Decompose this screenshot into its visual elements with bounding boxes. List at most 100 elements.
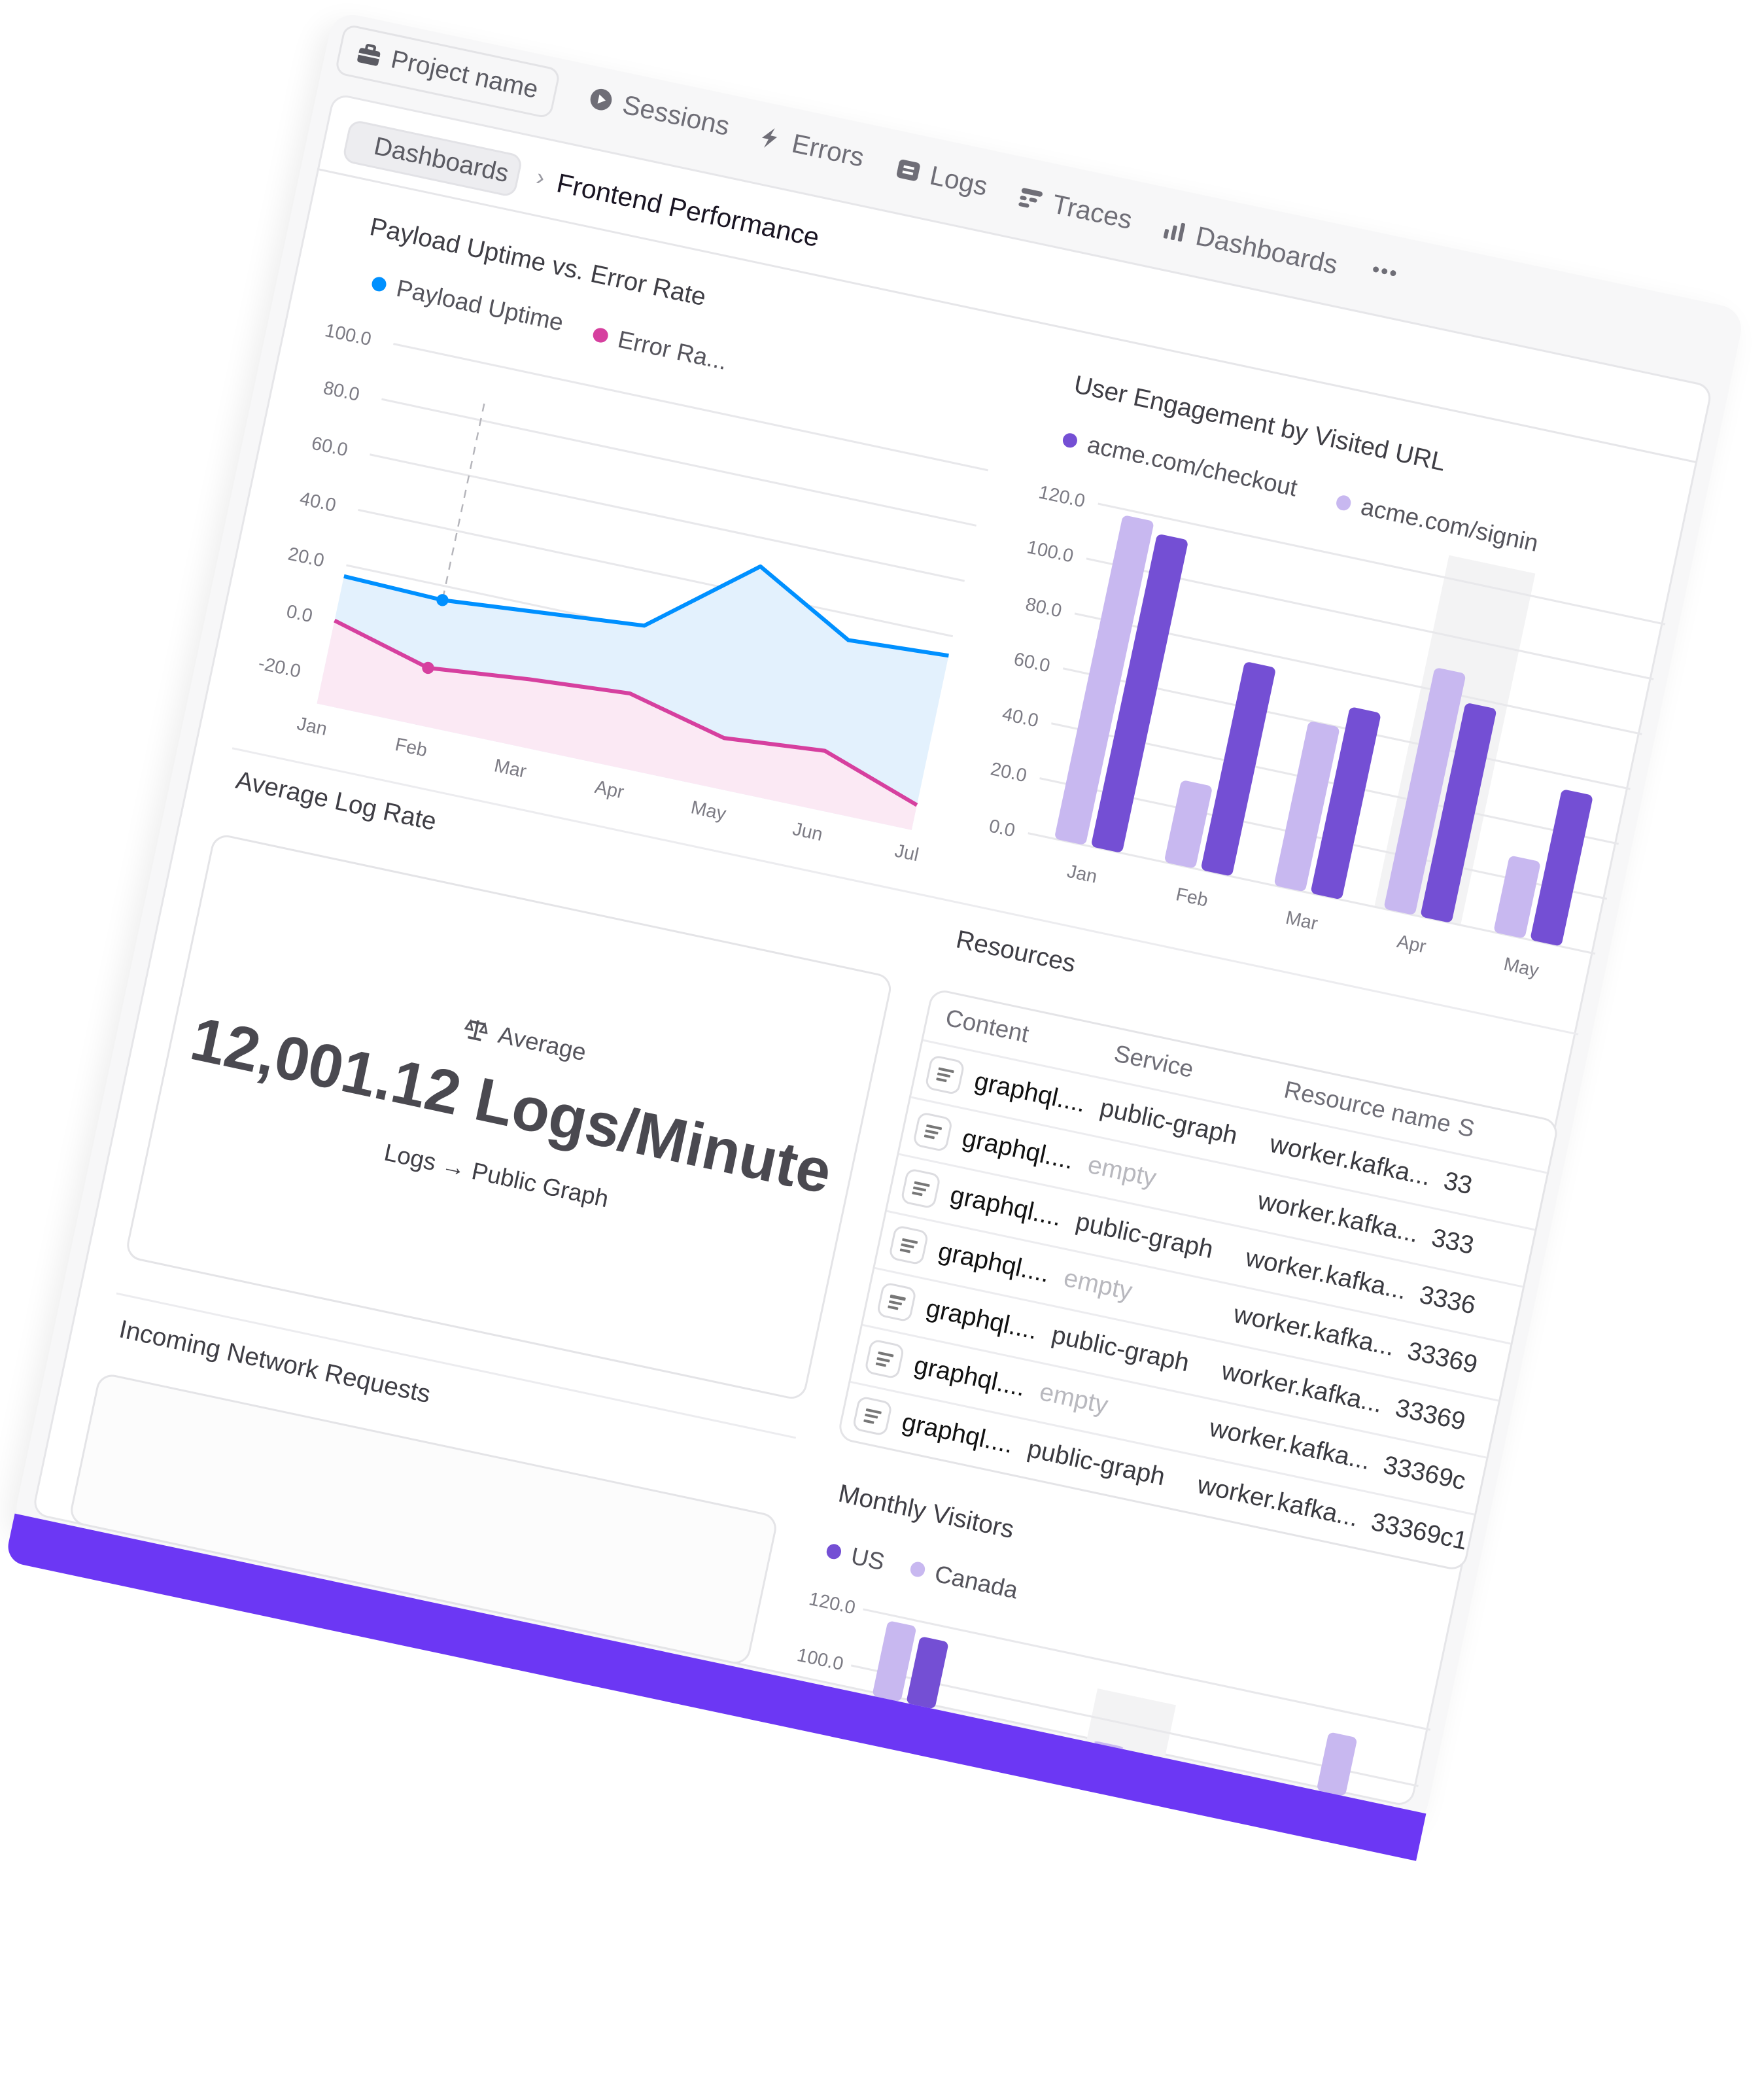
gridline [392,343,988,472]
x-tick-label: Mar [492,756,528,783]
project-name: Project name [389,45,541,105]
scale-icon [462,1015,491,1044]
cell-span: 33369c [1381,1450,1468,1496]
project-selector[interactable]: Project name [334,24,561,120]
y-tick-label: 120.0 [1037,481,1088,512]
bar-chart-icon [362,132,367,156]
bar-chart-icon [1160,217,1188,245]
average-label-row: Average [184,954,866,1125]
nav-sessions[interactable]: Sessions [586,82,733,141]
payload-error-chart[interactable]: 100.0 80.0 60.0 40.0 20.0 0.0 -20.0 Jan Feb Mar Ap… [233,309,1005,885]
document-lines-icon[interactable] [924,1054,965,1096]
cell-content: graphql.... [960,1123,1077,1175]
nav-logs-label: Logs [927,160,991,201]
more-icon: ••• [1370,256,1401,286]
y-tick-label: -20.0 [256,653,302,682]
cell-span: 33369 [1405,1336,1480,1380]
document-lines-icon[interactable] [852,1395,893,1437]
y-tick-label: 40.0 [1001,703,1041,731]
document-lines-icon[interactable] [912,1111,954,1153]
play-circle-icon [587,85,615,114]
document-lines-icon[interactable] [876,1282,917,1323]
nav-dashboards-label: Dashboards [1193,220,1341,280]
y-tick-label: 120.0 [807,1588,857,1618]
nav-errors-label: Errors [789,128,867,173]
breadcrumb-dashboards[interactable]: Dashboards [341,119,524,198]
cell-service: empty [1085,1150,1159,1193]
hover-crosshair [415,404,485,725]
nav-dashboards[interactable]: Dashboards [1159,213,1340,281]
bar-signin [1385,668,1466,915]
y-tick-label: 100.0 [795,1645,846,1675]
gridline [863,1608,1431,1732]
document-lines-icon[interactable] [899,1168,941,1210]
cell-span: 33369c1 [1368,1507,1470,1556]
bar-checkout [1202,661,1276,876]
y-tick-label: 20.0 [989,758,1029,786]
cell-span: 3336 [1417,1280,1478,1320]
legend-dot [591,326,610,344]
bar-checkout [1311,707,1381,899]
bar-signin [1495,856,1540,938]
lightning-icon [756,124,785,152]
cell-content: graphql.... [924,1294,1040,1346]
log-rate-card[interactable]: Average 12,001.12 Logs/Minute Logs → Pub… [124,831,894,1402]
bar-us [907,1637,948,1709]
bar-signin [1275,721,1340,891]
data-point [421,662,434,674]
dashboard-window: Project name Sessions Errors Logs Traces… [5,10,1746,1861]
y-tick-label: 0.0 [988,815,1018,841]
x-tick-label: May [689,797,728,826]
nav-traces-label: Traces [1049,188,1135,235]
gridline [1075,612,1643,735]
cell-span: 33 [1441,1166,1475,1200]
y-tick-label: 80.0 [321,377,361,406]
legend-dot [825,1543,843,1561]
gridline [369,453,965,582]
y-tick-label: 100.0 [322,320,373,350]
cell-content: graphql.... [972,1066,1088,1118]
app-frame: Project name Sessions Errors Logs Traces… [12,10,1746,1827]
bar-checkout [1531,790,1593,946]
monthly-visitors-chart[interactable]: 120.0 100.0 [786,1584,1434,1811]
y-tick-label: 40.0 [298,488,337,516]
bar-checkout [1421,703,1496,922]
cell-span: 333 [1429,1223,1477,1260]
legend-dot [908,1560,927,1579]
x-tick-label: Mar [1284,907,1320,935]
cell-span: 33369 [1392,1393,1468,1437]
data-point [436,594,449,606]
document-lines-icon[interactable] [863,1338,905,1380]
legend-dot [370,275,389,293]
y-tick-label: 0.0 [285,601,315,627]
engagement-chart[interactable]: 120.0 100.0 80.0 60.0 40.0 20.0 0.0 Jan Feb Mar Ap… [957,468,1670,1007]
average-label: Average [496,1021,589,1066]
bar-canada [1317,1733,1357,1796]
bar-checkout [1092,534,1188,852]
nav-logs[interactable]: Logs [893,152,990,201]
document-lines-icon[interactable] [888,1225,929,1266]
bar-canada [1094,1741,1124,1749]
y-tick-label: 60.0 [1012,648,1052,676]
legend-dot [1334,494,1353,512]
x-tick-label: Jan [1065,861,1099,888]
more-menu-button[interactable]: ••• [1370,256,1400,287]
y-tick-label: 60.0 [309,433,349,461]
briefcase-icon [355,41,384,69]
y-tick-label: 80.0 [1024,593,1064,621]
nav-errors[interactable]: Errors [755,120,867,173]
bar-signin [1165,780,1213,868]
x-tick-label: Jul [893,841,920,866]
nav-traces[interactable]: Traces [1016,181,1135,236]
x-tick-label: Jan [295,714,329,741]
bar-canada [873,1621,916,1702]
column-header-content[interactable]: Content [943,1004,1031,1048]
x-tick-label: Feb [393,734,429,761]
column-header-service[interactable]: Service [1111,1039,1196,1083]
legend-dot [1061,432,1079,449]
y-tick-label: 100.0 [1026,536,1076,567]
cell-service: empty [1061,1264,1135,1306]
cell-content: graphql.... [948,1180,1064,1232]
logs-icon [894,156,923,184]
column-header-span[interactable]: S [1455,1113,1478,1143]
